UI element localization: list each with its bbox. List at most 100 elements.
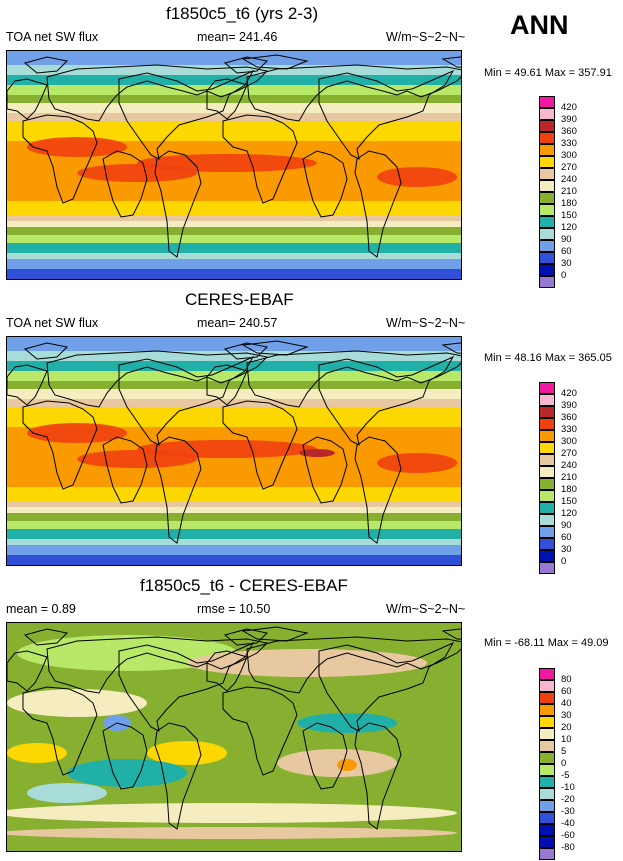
colorbar-tick-label: -80 bbox=[561, 842, 575, 853]
colorbar-swatch bbox=[539, 680, 555, 692]
colorbar-swatch bbox=[539, 692, 555, 704]
map-canvas bbox=[7, 51, 461, 279]
colorbar-tick-label: 20 bbox=[561, 722, 572, 733]
colorbar-swatch bbox=[539, 394, 555, 406]
colorbar-swatch bbox=[539, 442, 555, 454]
colorbar-swatch bbox=[539, 454, 555, 466]
colorbar-tick-label: 210 bbox=[561, 472, 577, 483]
mean-label: mean = 0.89 bbox=[6, 602, 76, 616]
colorbar-tick-label: 10 bbox=[561, 734, 572, 745]
colorbar-swatch bbox=[539, 550, 555, 562]
colorbar-tick-label: 60 bbox=[561, 686, 572, 697]
colorbar-swatch bbox=[539, 264, 555, 276]
colorbar-tick-label: 150 bbox=[561, 210, 577, 221]
colorbar-tick-label: 360 bbox=[561, 126, 577, 137]
colorbar-tick-label: 360 bbox=[561, 412, 577, 423]
colorbar-swatch bbox=[539, 812, 555, 824]
units-label: W/m~S~2~N~ bbox=[386, 30, 466, 44]
panel-title: f1850c5_t6 - CERES-EBAF bbox=[140, 576, 348, 595]
colorbar-swatch bbox=[539, 418, 555, 430]
colorbar-tick-label: 300 bbox=[561, 150, 577, 161]
colorbar-swatch bbox=[539, 406, 555, 418]
colorbar-tick-label: 120 bbox=[561, 222, 577, 233]
min-max-label: Min = 49.61 Max = 357.91 bbox=[484, 67, 612, 79]
colorbar-swatch bbox=[539, 740, 555, 752]
colorbar-tick-label: 0 bbox=[561, 758, 567, 769]
colorbar-swatch bbox=[539, 382, 555, 394]
colorbar-tick-label: -40 bbox=[561, 818, 575, 829]
colorbar-swatch bbox=[539, 216, 555, 228]
mean-label: mean= 240.57 bbox=[197, 316, 278, 330]
colorbar-tick-label: 60 bbox=[561, 246, 572, 257]
colorbar-tick-label: 5 bbox=[561, 746, 567, 757]
rmse-label: rmse = 10.50 bbox=[197, 602, 271, 616]
colorbar-tick-label: 0 bbox=[561, 556, 567, 567]
colorbar-tick-label: 150 bbox=[561, 496, 577, 507]
colorbar-swatch bbox=[539, 430, 555, 442]
colorbar-tick-label: 330 bbox=[561, 138, 577, 149]
colorbar-tick-label: 240 bbox=[561, 174, 577, 185]
colorbar-swatch bbox=[539, 144, 555, 156]
colorbar-swatch bbox=[539, 752, 555, 764]
world-map bbox=[6, 336, 462, 566]
season-label: ANN bbox=[510, 10, 569, 40]
colorbar-tick-label: 240 bbox=[561, 460, 577, 471]
colorbar-swatch bbox=[539, 836, 555, 848]
colorbar-tick-label: 390 bbox=[561, 400, 577, 411]
colorbar-tick-label: 40 bbox=[561, 698, 572, 709]
min-max-label: Min = 48.16 Max = 365.05 bbox=[484, 352, 612, 364]
colorbar-swatch bbox=[539, 716, 555, 728]
colorbar-swatch bbox=[539, 228, 555, 240]
colorbar-tick-label: 30 bbox=[561, 710, 572, 721]
colorbar-swatch bbox=[539, 478, 555, 490]
field-label: TOA net SW flux bbox=[6, 30, 99, 44]
mean-label: mean= 241.46 bbox=[197, 30, 278, 44]
colorbar-tick-label: 30 bbox=[561, 258, 572, 269]
colorbar-swatch bbox=[539, 776, 555, 788]
colorbar-swatch bbox=[539, 764, 555, 776]
colorbar-tick-label: 270 bbox=[561, 448, 577, 459]
colorbar-tick-label: 420 bbox=[561, 102, 577, 113]
colorbar-tick-label: 180 bbox=[561, 484, 577, 495]
colorbar-swatch bbox=[539, 848, 555, 860]
colorbar-swatch bbox=[539, 204, 555, 216]
colorbar-tick-label: 270 bbox=[561, 162, 577, 173]
colorbar-swatch bbox=[539, 276, 555, 288]
map-canvas bbox=[7, 337, 461, 565]
panel-title: CERES-EBAF bbox=[185, 290, 294, 309]
colorbar-swatch bbox=[539, 192, 555, 204]
colorbar-tick-label: 390 bbox=[561, 114, 577, 125]
colorbar-swatch bbox=[539, 538, 555, 550]
colorbar-swatch bbox=[539, 132, 555, 144]
colorbar-swatch bbox=[539, 502, 555, 514]
colorbar-tick-label: 30 bbox=[561, 544, 572, 555]
colorbar-swatch bbox=[539, 466, 555, 478]
colorbar-tick-label: -10 bbox=[561, 782, 575, 793]
colorbar-tick-label: 180 bbox=[561, 198, 577, 209]
colorbar-swatch bbox=[539, 704, 555, 716]
units-label: W/m~S~2~N~ bbox=[386, 316, 466, 330]
colorbar-tick-label: -60 bbox=[561, 830, 575, 841]
world-map bbox=[6, 622, 462, 852]
colorbar-swatch bbox=[539, 108, 555, 120]
colorbar-tick-label: 0 bbox=[561, 270, 567, 281]
colorbar-swatch bbox=[539, 252, 555, 264]
colorbar-swatch bbox=[539, 120, 555, 132]
colorbar-swatch bbox=[539, 824, 555, 836]
colorbar-tick-label: -20 bbox=[561, 794, 575, 805]
panel-title: f1850c5_t6 (yrs 2-3) bbox=[166, 4, 319, 23]
colorbar-tick-label: 300 bbox=[561, 436, 577, 447]
field-label: TOA net SW flux bbox=[6, 316, 99, 330]
colorbar-swatch bbox=[539, 514, 555, 526]
colorbar-tick-label: -5 bbox=[561, 770, 570, 781]
colorbar-swatch bbox=[539, 562, 555, 574]
colorbar-tick-label: 90 bbox=[561, 520, 572, 531]
colorbar-swatch bbox=[539, 490, 555, 502]
colorbar-tick-label: 90 bbox=[561, 234, 572, 245]
colorbar-swatch bbox=[539, 526, 555, 538]
colorbar-swatch bbox=[539, 668, 555, 680]
colorbar-swatch bbox=[539, 240, 555, 252]
map-canvas bbox=[7, 623, 461, 851]
colorbar-tick-label: 80 bbox=[561, 674, 572, 685]
colorbar-tick-label: 330 bbox=[561, 424, 577, 435]
